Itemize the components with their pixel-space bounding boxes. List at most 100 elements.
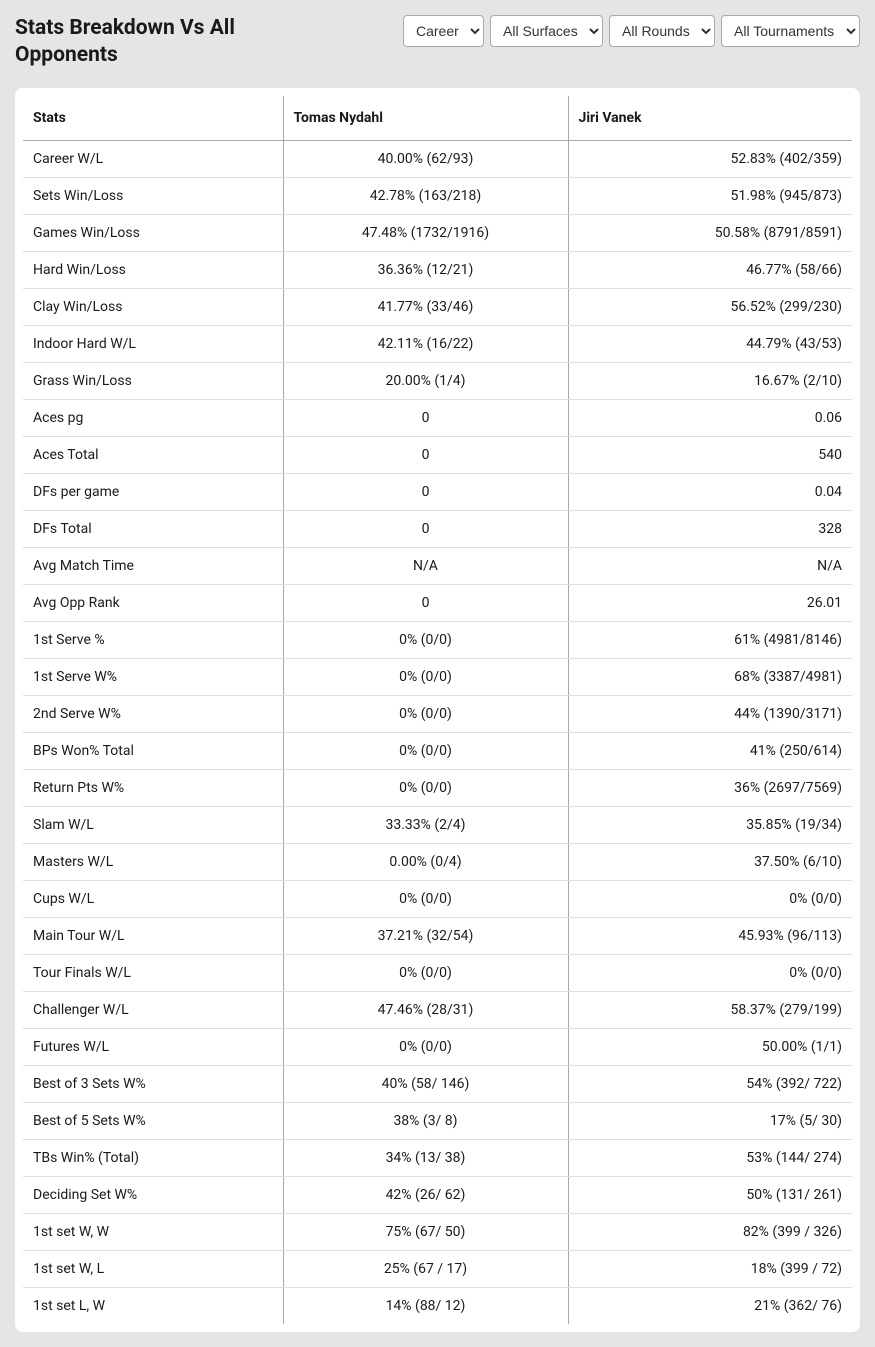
stat-player2-value: 18% (399 / 72) xyxy=(568,1250,852,1287)
stat-player1-value: 0 xyxy=(283,510,568,547)
stat-label: Tour Finals W/L xyxy=(23,954,283,991)
stat-player2-value: 35.85% (19/34) xyxy=(568,806,852,843)
table-row: 2nd Serve W%0% (0/0)44% (1390/3171) xyxy=(23,695,852,732)
stat-player2-value: 16.67% (2/10) xyxy=(568,362,852,399)
table-row: Main Tour W/L37.21% (32/54)45.93% (96/11… xyxy=(23,917,852,954)
stat-label: Indoor Hard W/L xyxy=(23,325,283,362)
tournaments-select[interactable]: All Tournaments xyxy=(721,15,860,47)
stat-label: Deciding Set W% xyxy=(23,1176,283,1213)
stat-player1-value: 20.00% (1/4) xyxy=(283,362,568,399)
table-row: DFs Total0328 xyxy=(23,510,852,547)
stat-player1-value: 42.11% (16/22) xyxy=(283,325,568,362)
table-row: Challenger W/L47.46% (28/31)58.37% (279/… xyxy=(23,991,852,1028)
stat-label: Slam W/L xyxy=(23,806,283,843)
table-row: 1st set W, L25% (67 / 17)18% (399 / 72) xyxy=(23,1250,852,1287)
stats-table: Stats Tomas Nydahl Jiri Vanek Career W/L… xyxy=(23,96,852,1324)
stat-label: BPs Won% Total xyxy=(23,732,283,769)
stat-player2-value: 44.79% (43/53) xyxy=(568,325,852,362)
stat-label: Masters W/L xyxy=(23,843,283,880)
stat-player2-value: 0.04 xyxy=(568,473,852,510)
stat-label: 1st set L, W xyxy=(23,1287,283,1324)
stat-player1-value: 0% (0/0) xyxy=(283,695,568,732)
stat-player1-value: 40.00% (62/93) xyxy=(283,140,568,177)
stat-label: Avg Opp Rank xyxy=(23,584,283,621)
stat-label: Aces Total xyxy=(23,436,283,473)
stat-player1-value: N/A xyxy=(283,547,568,584)
table-row: Avg Match TimeN/AN/A xyxy=(23,547,852,584)
stat-player2-value: 0% (0/0) xyxy=(568,954,852,991)
stat-label: Best of 5 Sets W% xyxy=(23,1102,283,1139)
table-row: Aces pg00.06 xyxy=(23,399,852,436)
stat-player2-value: 61% (4981/8146) xyxy=(568,621,852,658)
table-row: Slam W/L33.33% (2/4)35.85% (19/34) xyxy=(23,806,852,843)
stat-player2-value: 44% (1390/3171) xyxy=(568,695,852,732)
stat-label: 1st Serve % xyxy=(23,621,283,658)
stat-player1-value: 14% (88/ 12) xyxy=(283,1287,568,1324)
stat-player1-value: 0 xyxy=(283,584,568,621)
stat-label: Career W/L xyxy=(23,140,283,177)
stat-player1-value: 37.21% (32/54) xyxy=(283,917,568,954)
stat-player2-value: N/A xyxy=(568,547,852,584)
stat-label: Main Tour W/L xyxy=(23,917,283,954)
stat-player2-value: 56.52% (299/230) xyxy=(568,288,852,325)
stat-label: DFs Total xyxy=(23,510,283,547)
stats-table-wrapper: Stats Tomas Nydahl Jiri Vanek Career W/L… xyxy=(15,88,860,1332)
header-row: Stats Breakdown Vs All Opponents Career … xyxy=(15,15,860,70)
stat-player2-value: 45.93% (96/113) xyxy=(568,917,852,954)
table-row: TBs Win% (Total)34% (13/ 38)53% (144/ 27… xyxy=(23,1139,852,1176)
stat-player1-value: 33.33% (2/4) xyxy=(283,806,568,843)
rounds-select[interactable]: All Rounds xyxy=(609,15,715,47)
stat-player1-value: 0% (0/0) xyxy=(283,880,568,917)
table-row: Cups W/L0% (0/0)0% (0/0) xyxy=(23,880,852,917)
stat-player1-value: 0% (0/0) xyxy=(283,1028,568,1065)
stat-label: Aces pg xyxy=(23,399,283,436)
table-row: Indoor Hard W/L42.11% (16/22)44.79% (43/… xyxy=(23,325,852,362)
table-row: Hard Win/Loss36.36% (12/21)46.77% (58/66… xyxy=(23,251,852,288)
stat-player2-value: 50.00% (1/1) xyxy=(568,1028,852,1065)
stat-player2-value: 26.01 xyxy=(568,584,852,621)
stat-player1-value: 34% (13/ 38) xyxy=(283,1139,568,1176)
table-row: Return Pts W%0% (0/0)36% (2697/7569) xyxy=(23,769,852,806)
table-row: Sets Win/Loss42.78% (163/218)51.98% (945… xyxy=(23,177,852,214)
stat-player1-value: 0% (0/0) xyxy=(283,732,568,769)
stat-label: Futures W/L xyxy=(23,1028,283,1065)
stat-player1-value: 25% (67 / 17) xyxy=(283,1250,568,1287)
table-row: BPs Won% Total0% (0/0)41% (250/614) xyxy=(23,732,852,769)
stat-label: 1st set W, W xyxy=(23,1213,283,1250)
table-row: Deciding Set W%42% (26/ 62)50% (131/ 261… xyxy=(23,1176,852,1213)
stat-label: 2nd Serve W% xyxy=(23,695,283,732)
stat-player1-value: 0% (0/0) xyxy=(283,621,568,658)
table-row: 1st set L, W14% (88/ 12)21% (362/ 76) xyxy=(23,1287,852,1324)
stat-label: Cups W/L xyxy=(23,880,283,917)
stat-label: Return Pts W% xyxy=(23,769,283,806)
stat-player2-value: 50.58% (8791/8591) xyxy=(568,214,852,251)
stat-player2-value: 51.98% (945/873) xyxy=(568,177,852,214)
stat-player1-value: 42% (26/ 62) xyxy=(283,1176,568,1213)
stat-player1-value: 42.78% (163/218) xyxy=(283,177,568,214)
table-row: Futures W/L0% (0/0)50.00% (1/1) xyxy=(23,1028,852,1065)
stat-player1-value: 0 xyxy=(283,436,568,473)
stat-player2-value: 58.37% (279/199) xyxy=(568,991,852,1028)
period-select[interactable]: Career xyxy=(403,15,484,47)
stat-player2-value: 46.77% (58/66) xyxy=(568,251,852,288)
table-row: Best of 5 Sets W%38% (3/ 8)17% (5/ 30) xyxy=(23,1102,852,1139)
page-title: Stats Breakdown Vs All Opponents xyxy=(15,15,315,70)
stat-label: 1st Serve W% xyxy=(23,658,283,695)
table-row: DFs per game00.04 xyxy=(23,473,852,510)
stat-player2-value: 41% (250/614) xyxy=(568,732,852,769)
stat-player1-value: 0 xyxy=(283,473,568,510)
stat-label: DFs per game xyxy=(23,473,283,510)
header-player2: Jiri Vanek xyxy=(568,96,852,141)
table-row: 1st Serve %0% (0/0)61% (4981/8146) xyxy=(23,621,852,658)
stat-player2-value: 17% (5/ 30) xyxy=(568,1102,852,1139)
table-row: 1st set W, W75% (67/ 50)82% (399 / 326) xyxy=(23,1213,852,1250)
stat-label: Games Win/Loss xyxy=(23,214,283,251)
stat-label: Grass Win/Loss xyxy=(23,362,283,399)
stat-player1-value: 0% (0/0) xyxy=(283,769,568,806)
table-row: Career W/L40.00% (62/93)52.83% (402/359) xyxy=(23,140,852,177)
table-row: Masters W/L0.00% (0/4)37.50% (6/10) xyxy=(23,843,852,880)
table-row: Best of 3 Sets W%40% (58/ 146)54% (392/ … xyxy=(23,1065,852,1102)
stat-player1-value: 75% (67/ 50) xyxy=(283,1213,568,1250)
stat-player2-value: 52.83% (402/359) xyxy=(568,140,852,177)
surface-select[interactable]: All Surfaces xyxy=(490,15,603,47)
